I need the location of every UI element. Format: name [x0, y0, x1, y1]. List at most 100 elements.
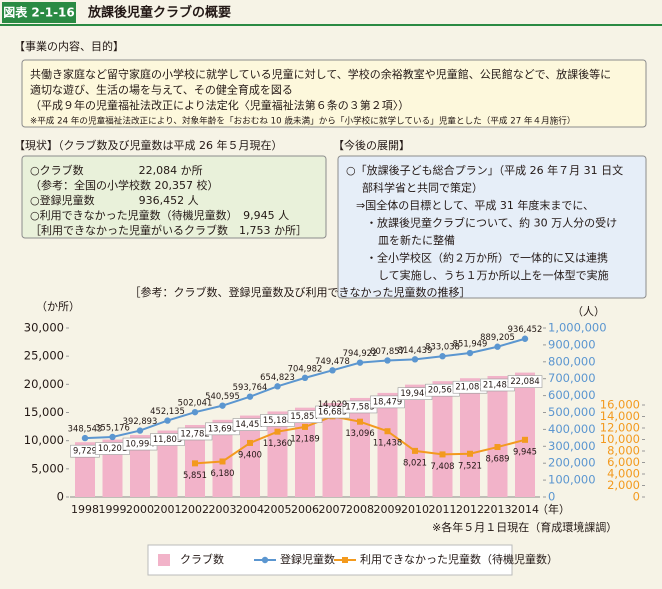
x-tick-label: 1999	[99, 503, 127, 516]
x-tick-label: 2014	[511, 503, 539, 516]
y2ticks-label: 300,000	[548, 439, 596, 453]
data-label: 889,205	[480, 332, 515, 342]
point	[329, 367, 336, 374]
x-tick-label: 2007	[319, 503, 347, 516]
data-label: 9,729	[73, 446, 97, 456]
legend-label: 利用できなかった児童数（待機児童数）	[360, 552, 558, 566]
data-label: 392,893	[123, 416, 158, 426]
future-line: ⇒国全体の目標として、平成 31 年度末までに、	[356, 198, 594, 212]
point	[412, 447, 418, 454]
current-line: ○登録児童数 936,452 人	[30, 193, 199, 207]
yticks-label: 20,000	[24, 377, 64, 391]
data-label-box	[370, 395, 405, 409]
data-label: 540,595	[205, 391, 240, 401]
data-label: 833,038	[425, 342, 460, 352]
x-tick-label: 2004	[236, 503, 264, 516]
point	[411, 356, 419, 363]
data-label: 21,085	[455, 382, 484, 392]
y3ticks-label: 14,000	[600, 409, 640, 423]
data-label: 19,946	[400, 388, 429, 398]
bar	[515, 372, 535, 497]
point	[274, 383, 281, 390]
data-label: 7,408	[431, 461, 455, 471]
bar	[130, 435, 150, 497]
current-box	[21, 155, 327, 239]
x-tick-label: 2013	[484, 503, 512, 516]
purpose-box	[21, 59, 647, 128]
yticks-label: 10,000	[24, 433, 64, 447]
point	[301, 374, 309, 382]
figure-title: 放課後児童クラブの概要	[87, 5, 231, 21]
current-line: ○利用できなかった児童数（待機児童数） 9,945 人	[30, 208, 289, 222]
x-tick-label: 2008	[346, 503, 374, 516]
data-label: 5,851	[183, 470, 207, 480]
x-tick-label: 2002	[181, 503, 209, 516]
data-label: 14,029	[318, 399, 347, 409]
point	[384, 428, 391, 435]
purpose-line: 共働き家庭など留守家庭の小学校に就学している児童に対して、学校の余裕教室や児童館…	[30, 67, 611, 81]
legend-swatch	[261, 556, 269, 564]
data-label: 502,041	[178, 398, 213, 408]
data-label: 814,439	[398, 345, 433, 355]
future-line: ・全小学校区（約２万か所）で一体的に又は連携	[366, 251, 608, 265]
legend-swatch	[158, 554, 170, 566]
y-axis-label: （か所）	[36, 300, 80, 313]
x-tick-label: 2005	[264, 503, 292, 516]
point	[136, 427, 144, 434]
point	[357, 418, 363, 425]
point	[439, 353, 446, 360]
yticks-label: 15,000	[24, 405, 64, 419]
section-heading: 【現状】（クラブ数及び児童数は平成 26 年５月現在）	[14, 138, 283, 152]
data-label: 10,994	[125, 439, 154, 449]
y2ticks-label: 400,000	[548, 422, 596, 436]
y2ticks-label: 200,000	[548, 456, 596, 470]
point	[247, 439, 253, 446]
purpose-line: （平成９年の児童福祉法改正により法定化〈児童福祉法第６条の３第２項〉）	[30, 98, 409, 112]
legend-label: 登録児童数	[280, 552, 335, 566]
point	[356, 359, 364, 366]
data-label: 794,922	[343, 348, 378, 358]
data-label: 6,180	[211, 468, 235, 478]
figure-number: 図表 2-1-16	[3, 5, 75, 20]
legend-label: クラブ数	[180, 552, 224, 566]
y2ticks-label: 900,000	[548, 337, 596, 351]
future-line: 部科学省と共同で策定）	[362, 181, 483, 195]
data-label: 7,521	[458, 460, 482, 470]
data-label: 11,803	[153, 434, 182, 444]
data-label: 12,189	[290, 433, 319, 443]
purpose-line: 適切な遊び、生活の場を与えて、その健全育成を図る	[30, 83, 293, 97]
y2ticks-label: 100,000	[548, 473, 596, 487]
y3ticks-label: 12,000	[600, 421, 640, 435]
data-label: 704,982	[288, 363, 323, 373]
point	[439, 451, 446, 458]
section-heading: 【今後の展開】	[333, 138, 410, 152]
point	[522, 436, 528, 443]
legend-box	[147, 544, 513, 576]
point	[246, 393, 254, 400]
y2ticks-label: 0	[548, 490, 555, 504]
data-label: 20,561	[428, 385, 457, 395]
figure-number-box	[2, 2, 76, 23]
data-label: 936,452	[508, 324, 543, 334]
data-label: 17,583	[345, 401, 374, 411]
data-label: 654,823	[260, 372, 295, 382]
point	[219, 402, 226, 409]
x-tick-label: 2000	[126, 503, 154, 516]
data-label: 593,764	[233, 382, 268, 392]
data-label: 9,400	[238, 449, 262, 459]
point	[192, 460, 198, 467]
yticks-label: 25,000	[24, 349, 64, 363]
point	[191, 408, 199, 416]
point	[494, 343, 501, 350]
data-label: 15,184	[263, 415, 292, 425]
data-label: 10,201	[98, 443, 127, 453]
bar	[377, 392, 398, 497]
point	[219, 458, 226, 465]
bar	[157, 430, 178, 497]
data-label: 13,698	[208, 423, 237, 433]
data-label: 15,857	[290, 411, 319, 421]
data-label: 16,685	[318, 407, 347, 417]
y3ticks-label: 6,000	[607, 455, 640, 469]
y2ticks-label: 500,000	[548, 405, 596, 419]
bar	[432, 381, 453, 497]
